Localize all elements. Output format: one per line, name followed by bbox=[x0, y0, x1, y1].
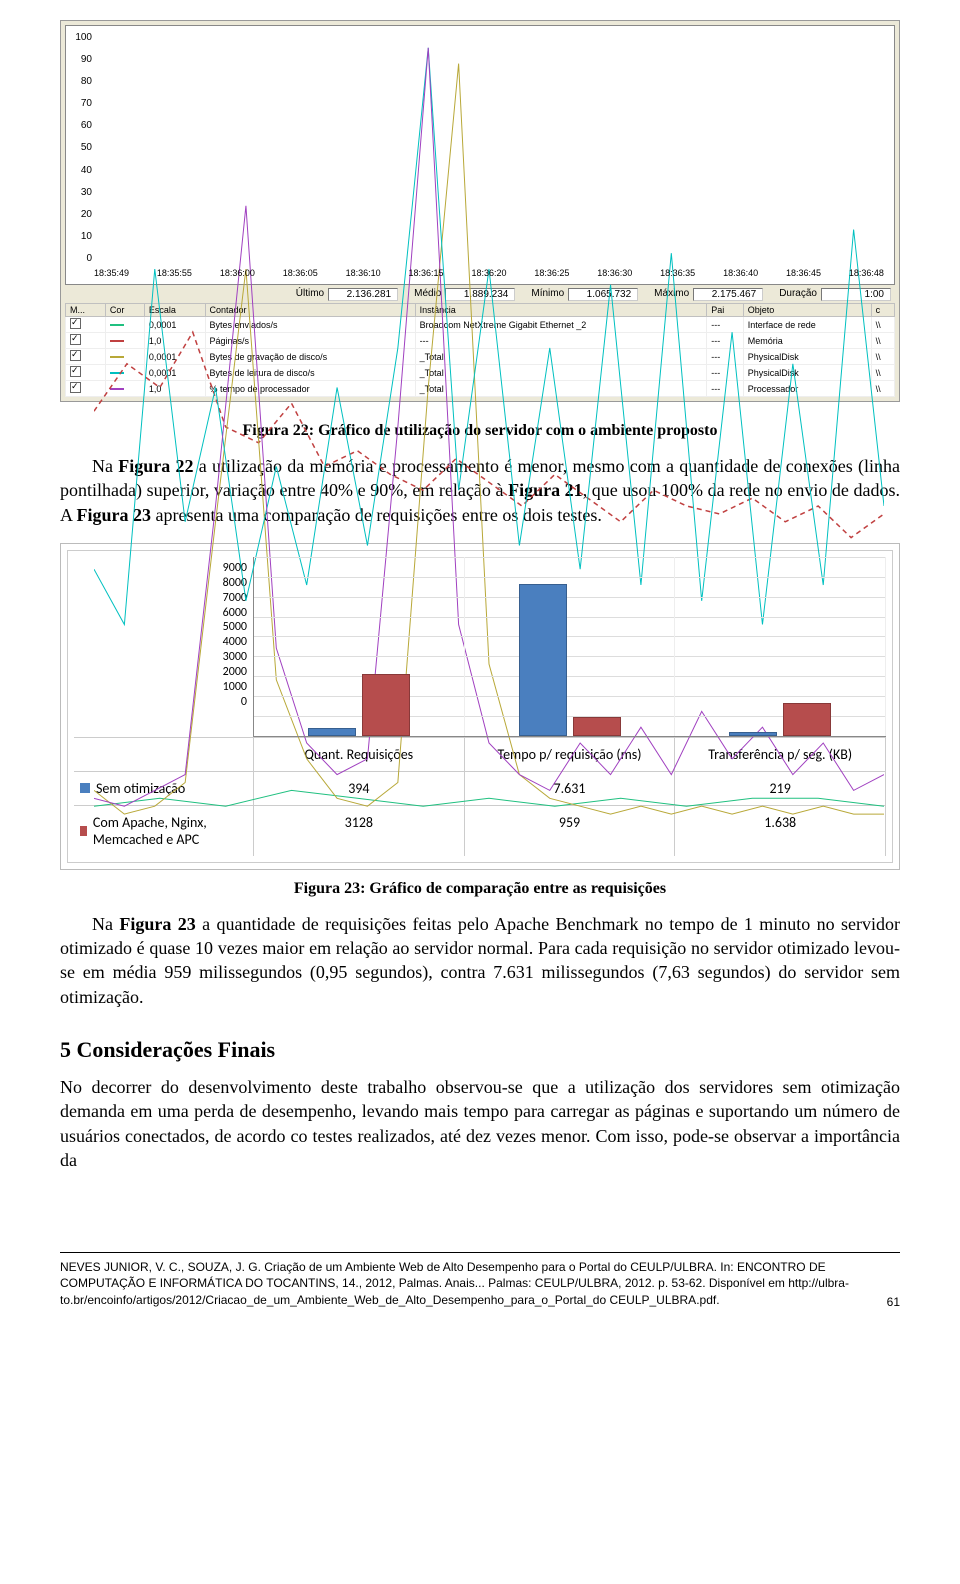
bar bbox=[362, 674, 410, 736]
figure-23-caption: Figura 23: Gráfico de comparação entre a… bbox=[60, 880, 900, 898]
y-tick: 20 bbox=[66, 209, 92, 220]
page-number: 61 bbox=[887, 1294, 900, 1310]
y-tick: 70 bbox=[66, 98, 92, 109]
y-tick: 50 bbox=[66, 142, 92, 153]
checkbox-icon[interactable] bbox=[70, 382, 81, 393]
paragraph-3: No decorrer do desenvolvimento deste tra… bbox=[60, 1075, 900, 1172]
x-tick: 18:36:45 bbox=[786, 268, 821, 282]
page-footer: NEVES JUNIOR, V. C., SOUZA, J. G. Criaçã… bbox=[60, 1252, 900, 1308]
x-tick: 18:36:48 bbox=[849, 268, 884, 282]
section-5-heading: 5 Considerações Finais bbox=[60, 1037, 900, 1063]
x-tick: 18:36:15 bbox=[409, 268, 444, 282]
paragraph-2: Na Figura 23 a quantidade de requisições… bbox=[60, 912, 900, 1009]
bar-group bbox=[254, 557, 465, 736]
x-tick: 18:36:35 bbox=[660, 268, 695, 282]
y-tick: 100 bbox=[66, 32, 92, 43]
x-tick: 18:36:05 bbox=[283, 268, 318, 282]
y-tick: 90 bbox=[66, 54, 92, 65]
x-tick: 18:36:30 bbox=[597, 268, 632, 282]
y-tick: 60 bbox=[66, 120, 92, 131]
bar-plot-area bbox=[254, 557, 886, 737]
checkbox-icon[interactable] bbox=[70, 334, 81, 345]
checkbox-icon[interactable] bbox=[70, 318, 81, 329]
x-tick: 18:35:49 bbox=[94, 268, 129, 282]
x-tick: 18:36:20 bbox=[471, 268, 506, 282]
y-tick: 30 bbox=[66, 187, 92, 198]
x-tick: 18:36:25 bbox=[534, 268, 569, 282]
x-tick: 18:36:00 bbox=[220, 268, 255, 282]
bar bbox=[519, 584, 567, 736]
checkbox-icon[interactable] bbox=[70, 366, 81, 377]
x-tick: 18:35:55 bbox=[157, 268, 192, 282]
series-line-pages_sec bbox=[94, 332, 884, 537]
series-line-disk_read bbox=[94, 48, 884, 625]
y-tick: 40 bbox=[66, 165, 92, 176]
bar-group bbox=[675, 557, 886, 736]
x-tick: 18:36:10 bbox=[346, 268, 381, 282]
bar bbox=[729, 732, 777, 736]
bar bbox=[308, 728, 356, 736]
perf-y-axis: 1009080706050403020100 bbox=[66, 32, 92, 264]
series-line-bytes_sent bbox=[94, 790, 884, 806]
y-tick: 80 bbox=[66, 76, 92, 87]
x-tick: 18:36:40 bbox=[723, 268, 758, 282]
perf-plot-area: 1009080706050403020100 18:35:4918:35:551… bbox=[65, 25, 895, 285]
bar-group bbox=[465, 557, 676, 736]
perf-x-axis: 18:35:49 18:35:55 18:36:00 18:36:05 18:36:10… bbox=[94, 268, 884, 282]
bar bbox=[573, 717, 621, 736]
footer-citation: NEVES JUNIOR, V. C., SOUZA, J. G. Criaçã… bbox=[60, 1260, 849, 1306]
y-tick: 10 bbox=[66, 231, 92, 242]
y-tick: 0 bbox=[66, 253, 92, 264]
legend-swatch bbox=[80, 826, 87, 836]
legend-swatch bbox=[80, 783, 90, 793]
checkbox-icon[interactable] bbox=[70, 350, 81, 361]
perf-monitor-panel: 1009080706050403020100 18:35:4918:35:551… bbox=[60, 20, 900, 402]
bar bbox=[783, 703, 831, 736]
